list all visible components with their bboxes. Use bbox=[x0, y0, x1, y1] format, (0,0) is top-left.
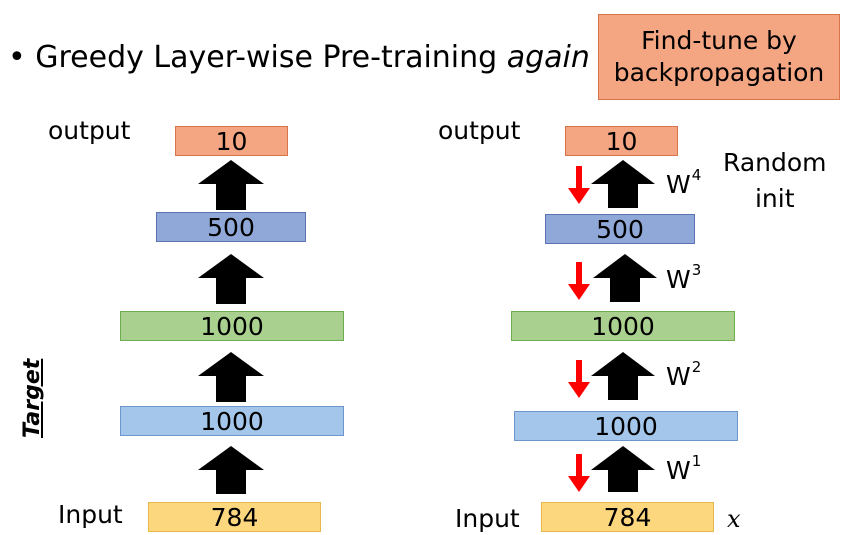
target-label-wrap: Target bbox=[20, 358, 50, 438]
title-emphasis: again bbox=[506, 40, 590, 75]
finetune-box: Find-tune by backpropagation bbox=[598, 14, 840, 100]
left-input-label: Input bbox=[58, 500, 123, 529]
left-output-label: output bbox=[48, 116, 131, 145]
up-arrow-icon bbox=[198, 160, 264, 210]
weight-sup: 4 bbox=[691, 166, 702, 184]
weight-base: W bbox=[666, 456, 691, 485]
random-init-line2: init bbox=[754, 184, 795, 214]
right-layer-input: 784 bbox=[541, 502, 714, 532]
up-arrow-icon bbox=[198, 254, 264, 304]
left-layer-input: 784 bbox=[148, 502, 321, 532]
input-variable-x: x bbox=[727, 505, 741, 533]
left-layer-1000-bottom: 1000 bbox=[120, 406, 344, 436]
random-init-line1: Random bbox=[723, 148, 827, 177]
up-arrow-icon bbox=[591, 446, 655, 492]
up-arrow-icon bbox=[591, 160, 655, 208]
weight-label-w2: W2 bbox=[666, 358, 701, 391]
up-arrow-icon bbox=[591, 352, 655, 400]
weight-sup: 1 bbox=[691, 452, 702, 470]
left-layer-500: 500 bbox=[156, 212, 306, 242]
left-layer-1000-top: 1000 bbox=[120, 311, 344, 341]
weight-base: W bbox=[666, 362, 691, 391]
title-prefix: Greedy Layer-wise Pre-training bbox=[35, 40, 507, 75]
left-layer-output: 10 bbox=[175, 126, 288, 156]
right-layer-1000-bottom: 1000 bbox=[514, 411, 738, 441]
target-label: Target bbox=[20, 358, 45, 438]
bullet-icon: • bbox=[8, 40, 36, 75]
right-layer-500: 500 bbox=[545, 214, 695, 244]
right-layer-output: 10 bbox=[565, 126, 678, 156]
weight-sup: 3 bbox=[691, 261, 702, 279]
up-arrow-icon bbox=[198, 352, 264, 402]
weight-base: W bbox=[666, 170, 691, 199]
weight-label-w4: W4 bbox=[666, 166, 701, 199]
right-layer-1000-top: 1000 bbox=[511, 311, 735, 341]
down-arrow-icon bbox=[568, 262, 590, 300]
weight-base: W bbox=[666, 265, 691, 294]
down-arrow-icon bbox=[568, 360, 590, 398]
up-arrow-icon bbox=[593, 254, 657, 302]
right-input-label: Input bbox=[455, 504, 520, 533]
slide-title: • Greedy Layer-wise Pre-training again bbox=[8, 40, 590, 75]
weight-label-w1: W1 bbox=[666, 452, 701, 485]
finetune-line2: backpropagation bbox=[613, 58, 825, 87]
weight-sup: 2 bbox=[691, 358, 702, 376]
up-arrow-icon bbox=[198, 446, 264, 494]
finetune-line1: Find-tune by bbox=[641, 25, 797, 55]
down-arrow-icon bbox=[568, 454, 590, 492]
weight-label-w3: W3 bbox=[666, 261, 701, 294]
right-output-label: output bbox=[438, 116, 521, 145]
random-init-label: Random init bbox=[723, 145, 827, 218]
down-arrow-icon bbox=[568, 166, 590, 204]
